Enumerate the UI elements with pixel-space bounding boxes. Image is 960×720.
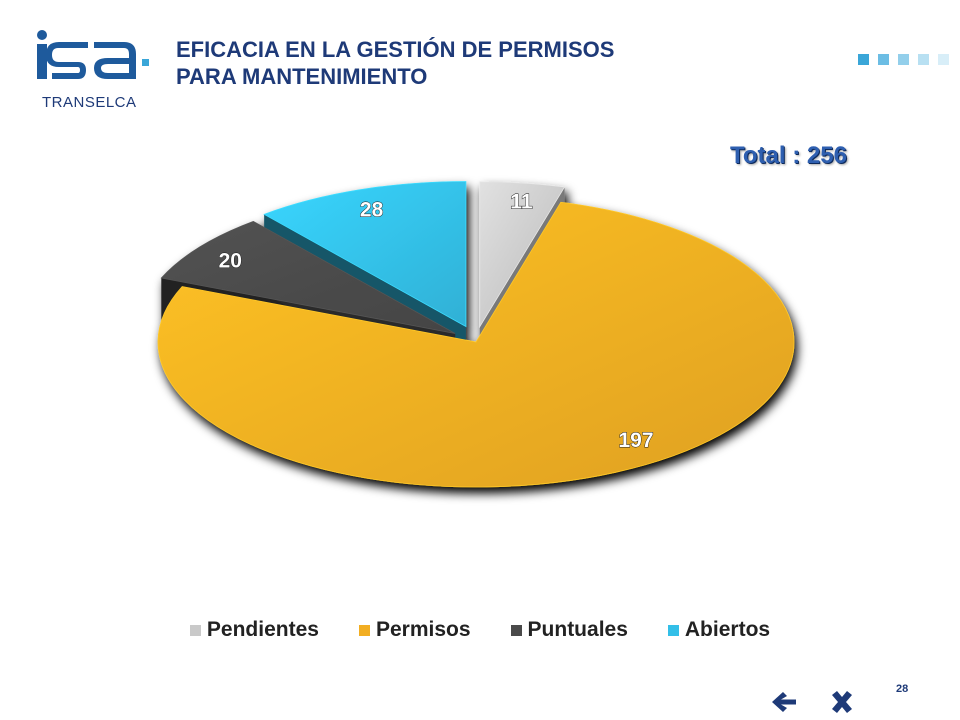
legend-swatch bbox=[358, 624, 370, 636]
legend-label: Puntuales bbox=[527, 618, 628, 641]
legend-swatch bbox=[189, 624, 201, 636]
pie-slices bbox=[157, 181, 795, 488]
deco-square bbox=[938, 54, 949, 65]
total-label: Total : 256 bbox=[730, 142, 847, 169]
data-label-pendientes: 11 bbox=[510, 190, 533, 213]
legend-label: Abiertos bbox=[684, 618, 771, 641]
data-label-puntuales: 20 bbox=[219, 250, 242, 273]
pie-chart: 11 197 20 28 bbox=[157, 181, 795, 488]
arrow-left-icon[interactable] bbox=[770, 690, 798, 714]
legend-item-permisos: Permisos bbox=[358, 618, 471, 642]
data-label-abiertos: 28 bbox=[360, 198, 384, 221]
page-number: 28 bbox=[896, 683, 909, 695]
page-title: EFICACIA EN LA GESTIÓN DE PERMISOS PARA … bbox=[176, 36, 816, 90]
legend-item-abiertos: Abiertos bbox=[667, 618, 771, 642]
data-label-permisos: 197 bbox=[618, 429, 653, 452]
isa-transelca-logo: TRANSELCA bbox=[37, 30, 149, 111]
slice-top bbox=[479, 181, 566, 329]
deco-square bbox=[898, 54, 909, 65]
deco-square bbox=[878, 54, 889, 65]
legend-swatch bbox=[510, 624, 522, 636]
deco-square bbox=[918, 54, 929, 65]
pie-slice-permisos bbox=[157, 201, 795, 488]
close-icon[interactable] bbox=[828, 690, 856, 714]
decorative-squares bbox=[858, 54, 949, 65]
slice-top bbox=[157, 201, 795, 488]
logo-subtitle: TRANSELCA bbox=[42, 94, 137, 111]
chart-legend: Pendientes Permisos Puntuales Abiertos bbox=[0, 618, 960, 642]
page-title-line2: PARA MANTENIMIENTO bbox=[176, 64, 428, 89]
legend-label: Permisos bbox=[375, 618, 471, 641]
deco-square bbox=[858, 54, 869, 65]
legend-item-puntuales: Puntuales bbox=[510, 618, 628, 642]
slice-top bbox=[160, 220, 456, 334]
legend-item-pendientes: Pendientes bbox=[189, 618, 319, 642]
legend-label: Pendientes bbox=[206, 618, 319, 641]
legend-swatch bbox=[667, 624, 679, 636]
page-title-line1: EFICACIA EN LA GESTIÓN DE PERMISOS bbox=[176, 37, 615, 62]
slice-top bbox=[263, 181, 467, 328]
